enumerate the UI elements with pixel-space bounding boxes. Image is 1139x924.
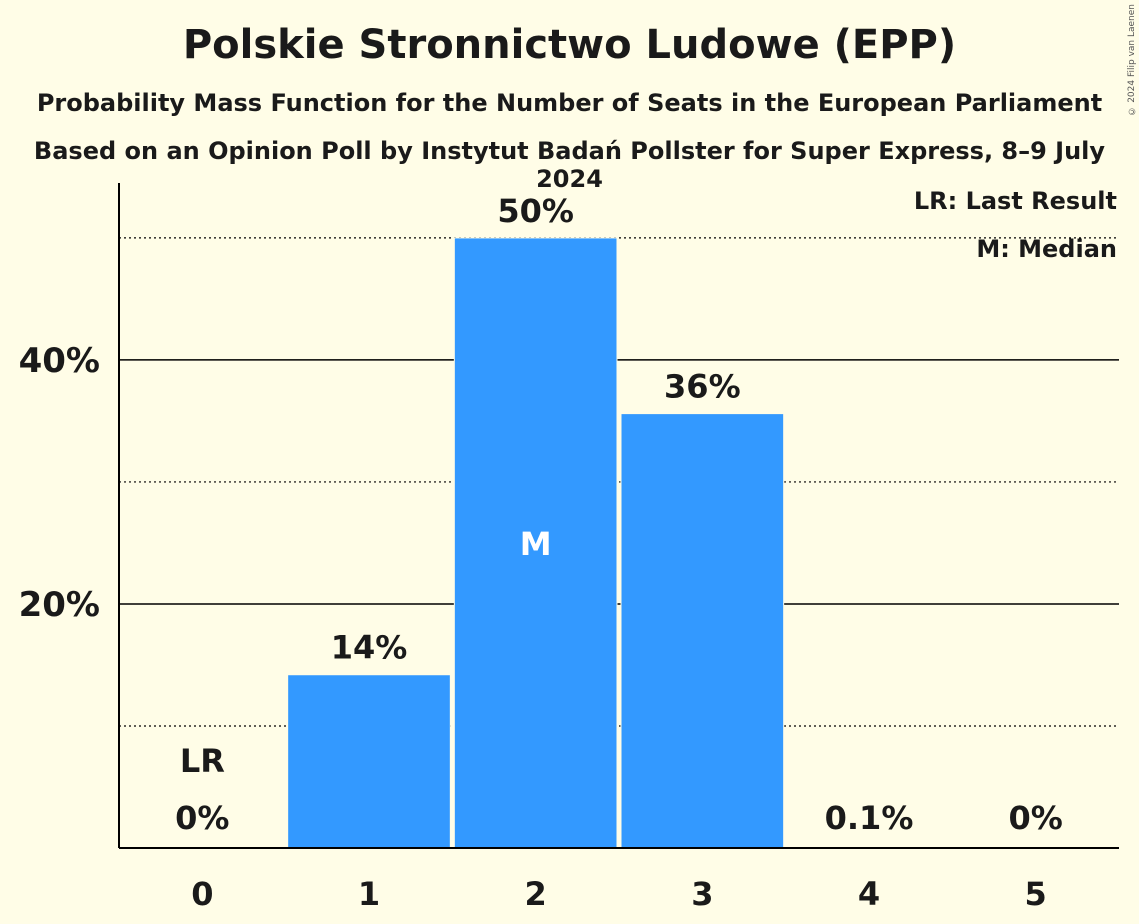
bar bbox=[287, 674, 451, 849]
data-label: 14% bbox=[331, 629, 408, 667]
data-label: 0.1% bbox=[825, 799, 914, 837]
chart-subtitle: Probability Mass Function for the Number… bbox=[36, 89, 1103, 117]
legend-entry: LR: Last Result bbox=[914, 187, 1117, 215]
x-tick-label: 3 bbox=[691, 875, 713, 913]
data-label: 0% bbox=[175, 799, 229, 837]
data-label: 0% bbox=[1009, 799, 1063, 837]
x-tick-label: 1 bbox=[358, 875, 380, 913]
legend-entry: M: Median bbox=[976, 235, 1117, 263]
bar bbox=[620, 413, 785, 849]
median-marker: M bbox=[520, 525, 552, 563]
y-tick-label: 40% bbox=[19, 341, 100, 381]
x-tick-label: 2 bbox=[525, 875, 547, 913]
chart-subtitle-source: Based on an Opinion Poll by Instytut Bad… bbox=[33, 137, 1106, 193]
x-tick-label: 4 bbox=[858, 875, 880, 913]
chart-title: Polskie Stronnictwo Ludowe (EPP) bbox=[182, 22, 957, 68]
last-result-marker: LR bbox=[180, 742, 225, 780]
x-tick-label: 5 bbox=[1025, 875, 1047, 913]
x-tick-label: 0 bbox=[191, 875, 213, 913]
y-tick-label: 20% bbox=[19, 585, 100, 625]
data-label: 50% bbox=[497, 192, 574, 230]
data-label: 36% bbox=[664, 368, 741, 406]
bar bbox=[453, 237, 618, 849]
